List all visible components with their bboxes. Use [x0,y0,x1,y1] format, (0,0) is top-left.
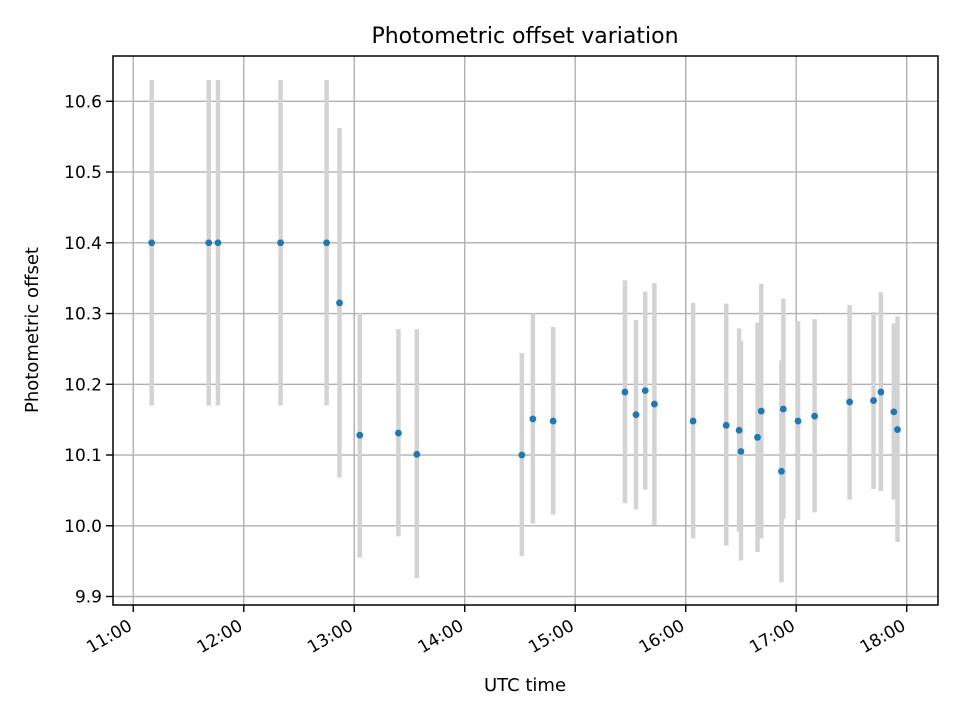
data-point [651,400,658,408]
y-tick-label: 10.4 [64,234,102,254]
data-point [779,405,787,413]
y-tick-label: 10.6 [64,92,102,112]
data-point [205,239,213,247]
chart-title: Photometric offset variation [371,24,678,49]
data-point [870,397,877,404]
markers [148,239,901,475]
y-tick-label: 10.3 [64,305,102,325]
data-point [529,415,537,423]
data-point [735,426,743,434]
data-point [890,408,898,416]
grid [113,56,938,605]
data-point [549,417,557,425]
y-tick-label: 10.1 [64,446,102,466]
data-point [621,388,629,396]
data-point [811,412,819,420]
data-point [689,417,697,425]
data-point [877,388,885,396]
data-point [737,448,745,455]
y-tick-label: 10.5 [64,163,102,183]
data-point [794,417,802,425]
data-point [632,411,640,419]
data-point [323,239,331,247]
x-axis-label: UTC time [484,675,566,696]
y-axis-label: Photometric offset [22,247,43,413]
data-point [277,239,284,247]
data-point [754,433,761,441]
data-point [757,407,765,415]
data-point [894,426,901,433]
data-point [148,239,156,247]
data-point [356,431,364,439]
plot-frame [112,55,939,606]
data-point [518,451,526,459]
data-point [336,299,343,307]
data-point [214,239,222,247]
data-point [395,429,402,437]
y-tick-label: 9.9 [75,588,102,608]
y-tick-label: 10.2 [64,375,102,395]
data-point [413,450,421,458]
y-tick-label: 10.0 [64,517,102,537]
data-point [641,387,649,395]
data-point [846,398,854,406]
data-point [778,467,785,475]
data-point [722,421,730,429]
